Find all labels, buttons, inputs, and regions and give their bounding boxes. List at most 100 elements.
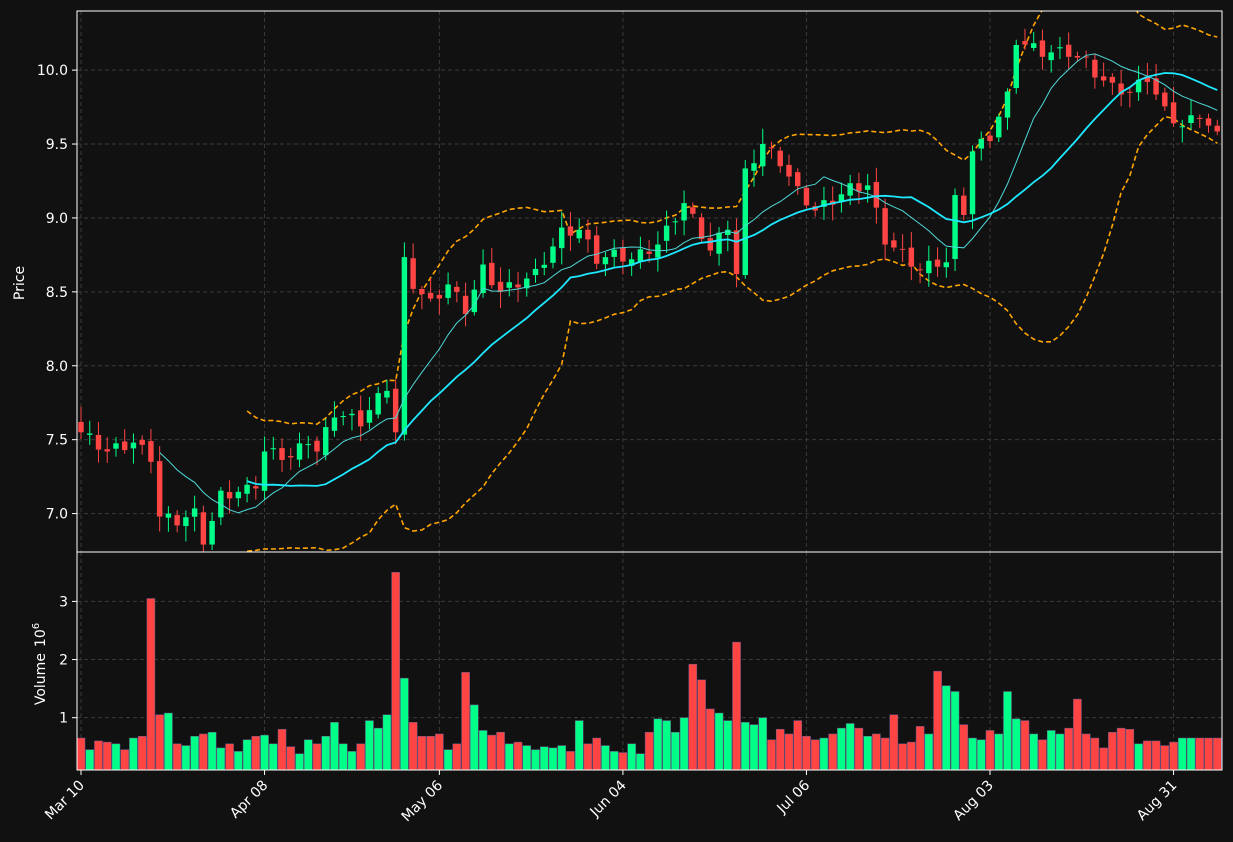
volume-bar	[907, 741, 916, 771]
volume-bar	[111, 743, 121, 771]
volume-bar	[312, 743, 322, 771]
candle-body	[620, 247, 626, 262]
volume-bar	[706, 708, 715, 771]
candle-body	[1004, 91, 1011, 118]
volume-bar	[1151, 740, 1161, 771]
volume-bar	[880, 737, 890, 771]
candle-body	[1074, 55, 1081, 58]
volume-bar	[269, 743, 278, 771]
volume-tick-label: 2	[59, 653, 68, 669]
volume-bar	[400, 677, 409, 771]
candle-body	[733, 230, 740, 275]
candle-body	[943, 262, 950, 268]
candle-body	[803, 187, 810, 206]
candle-body	[235, 491, 242, 499]
candle-body	[323, 427, 329, 456]
candle-body	[1065, 44, 1072, 57]
candle-body	[882, 208, 888, 245]
volume-bar	[129, 737, 138, 771]
volume-bar	[976, 739, 986, 771]
candle-body	[550, 246, 556, 263]
candle-body	[78, 421, 84, 433]
bollinger-upper-line	[246, 11, 1218, 426]
volume-bar	[872, 733, 881, 771]
volume-bar	[627, 743, 636, 771]
candle-body	[1170, 102, 1177, 124]
candle-body	[270, 448, 276, 450]
volume-bar	[854, 727, 864, 771]
volume-bar	[85, 749, 95, 771]
volume-bar	[933, 670, 942, 771]
candle-body	[628, 259, 635, 266]
candle-body	[454, 286, 460, 292]
candle-body	[961, 195, 967, 215]
candle-body	[1188, 115, 1194, 124]
volume-bar	[435, 733, 444, 771]
candle-body	[471, 289, 478, 313]
candle-body	[742, 168, 748, 276]
candle-body	[751, 163, 757, 171]
volume-bar	[146, 598, 156, 771]
volume-bar	[1134, 743, 1143, 771]
candle-body	[1135, 79, 1142, 93]
volume-bar	[1160, 745, 1170, 771]
price-tick-label: 8.5	[46, 285, 68, 301]
candle-body	[1092, 59, 1098, 78]
price-tick-label: 9.5	[46, 137, 68, 153]
volume-bar	[417, 736, 427, 771]
volume-scale-base: 10	[33, 629, 49, 647]
candle-body	[384, 390, 390, 398]
candle-body	[462, 295, 469, 315]
volume-bar	[496, 731, 505, 771]
candle-body	[777, 150, 783, 167]
price-tick-label: 10.0	[37, 63, 68, 79]
candle-body	[436, 294, 443, 299]
candle-body	[1179, 126, 1186, 128]
candle-body	[113, 443, 119, 449]
volume-bar	[775, 729, 785, 771]
candle-body	[261, 451, 268, 491]
volume-bar	[295, 753, 304, 771]
candle-body	[1109, 76, 1116, 83]
volume-bar	[1169, 741, 1178, 771]
volume-tick-label: 3	[59, 594, 68, 610]
volume-bar	[478, 730, 488, 771]
candle-body	[497, 281, 504, 292]
volume-grid	[77, 552, 1222, 770]
candle-body	[926, 260, 932, 274]
candle-body	[375, 393, 381, 415]
volume-bar	[828, 733, 837, 771]
candle-body	[209, 520, 215, 545]
volume-bar	[225, 743, 234, 771]
volume-bar	[994, 733, 1004, 771]
volume-bar	[513, 741, 523, 771]
candle-body	[191, 508, 198, 517]
candle-body	[349, 413, 355, 416]
candle-body	[200, 512, 207, 545]
volume-bar	[950, 691, 960, 771]
candle-body	[445, 284, 451, 298]
candle-body	[1214, 125, 1220, 132]
candle-body	[602, 257, 609, 265]
candle-body	[996, 116, 1002, 138]
volume-bar	[566, 751, 575, 771]
volume-bar	[1038, 739, 1047, 771]
candle-body	[795, 172, 801, 187]
volume-bar	[487, 734, 497, 771]
candle-body	[1197, 117, 1203, 119]
volume-bar	[924, 733, 934, 771]
candle-body	[917, 269, 923, 271]
candle-body	[532, 268, 539, 276]
volume-y-axis: 1 2 3	[59, 594, 77, 727]
volume-bar	[574, 720, 584, 771]
volume-bar	[1011, 718, 1021, 771]
volume-bar	[137, 736, 147, 771]
candle-body	[87, 433, 93, 435]
volume-bar	[251, 736, 261, 771]
candle-body	[969, 151, 976, 215]
candle-body	[559, 227, 565, 249]
volume-bar	[1195, 737, 1205, 771]
candle-body	[139, 439, 145, 445]
candle-body	[611, 249, 617, 257]
